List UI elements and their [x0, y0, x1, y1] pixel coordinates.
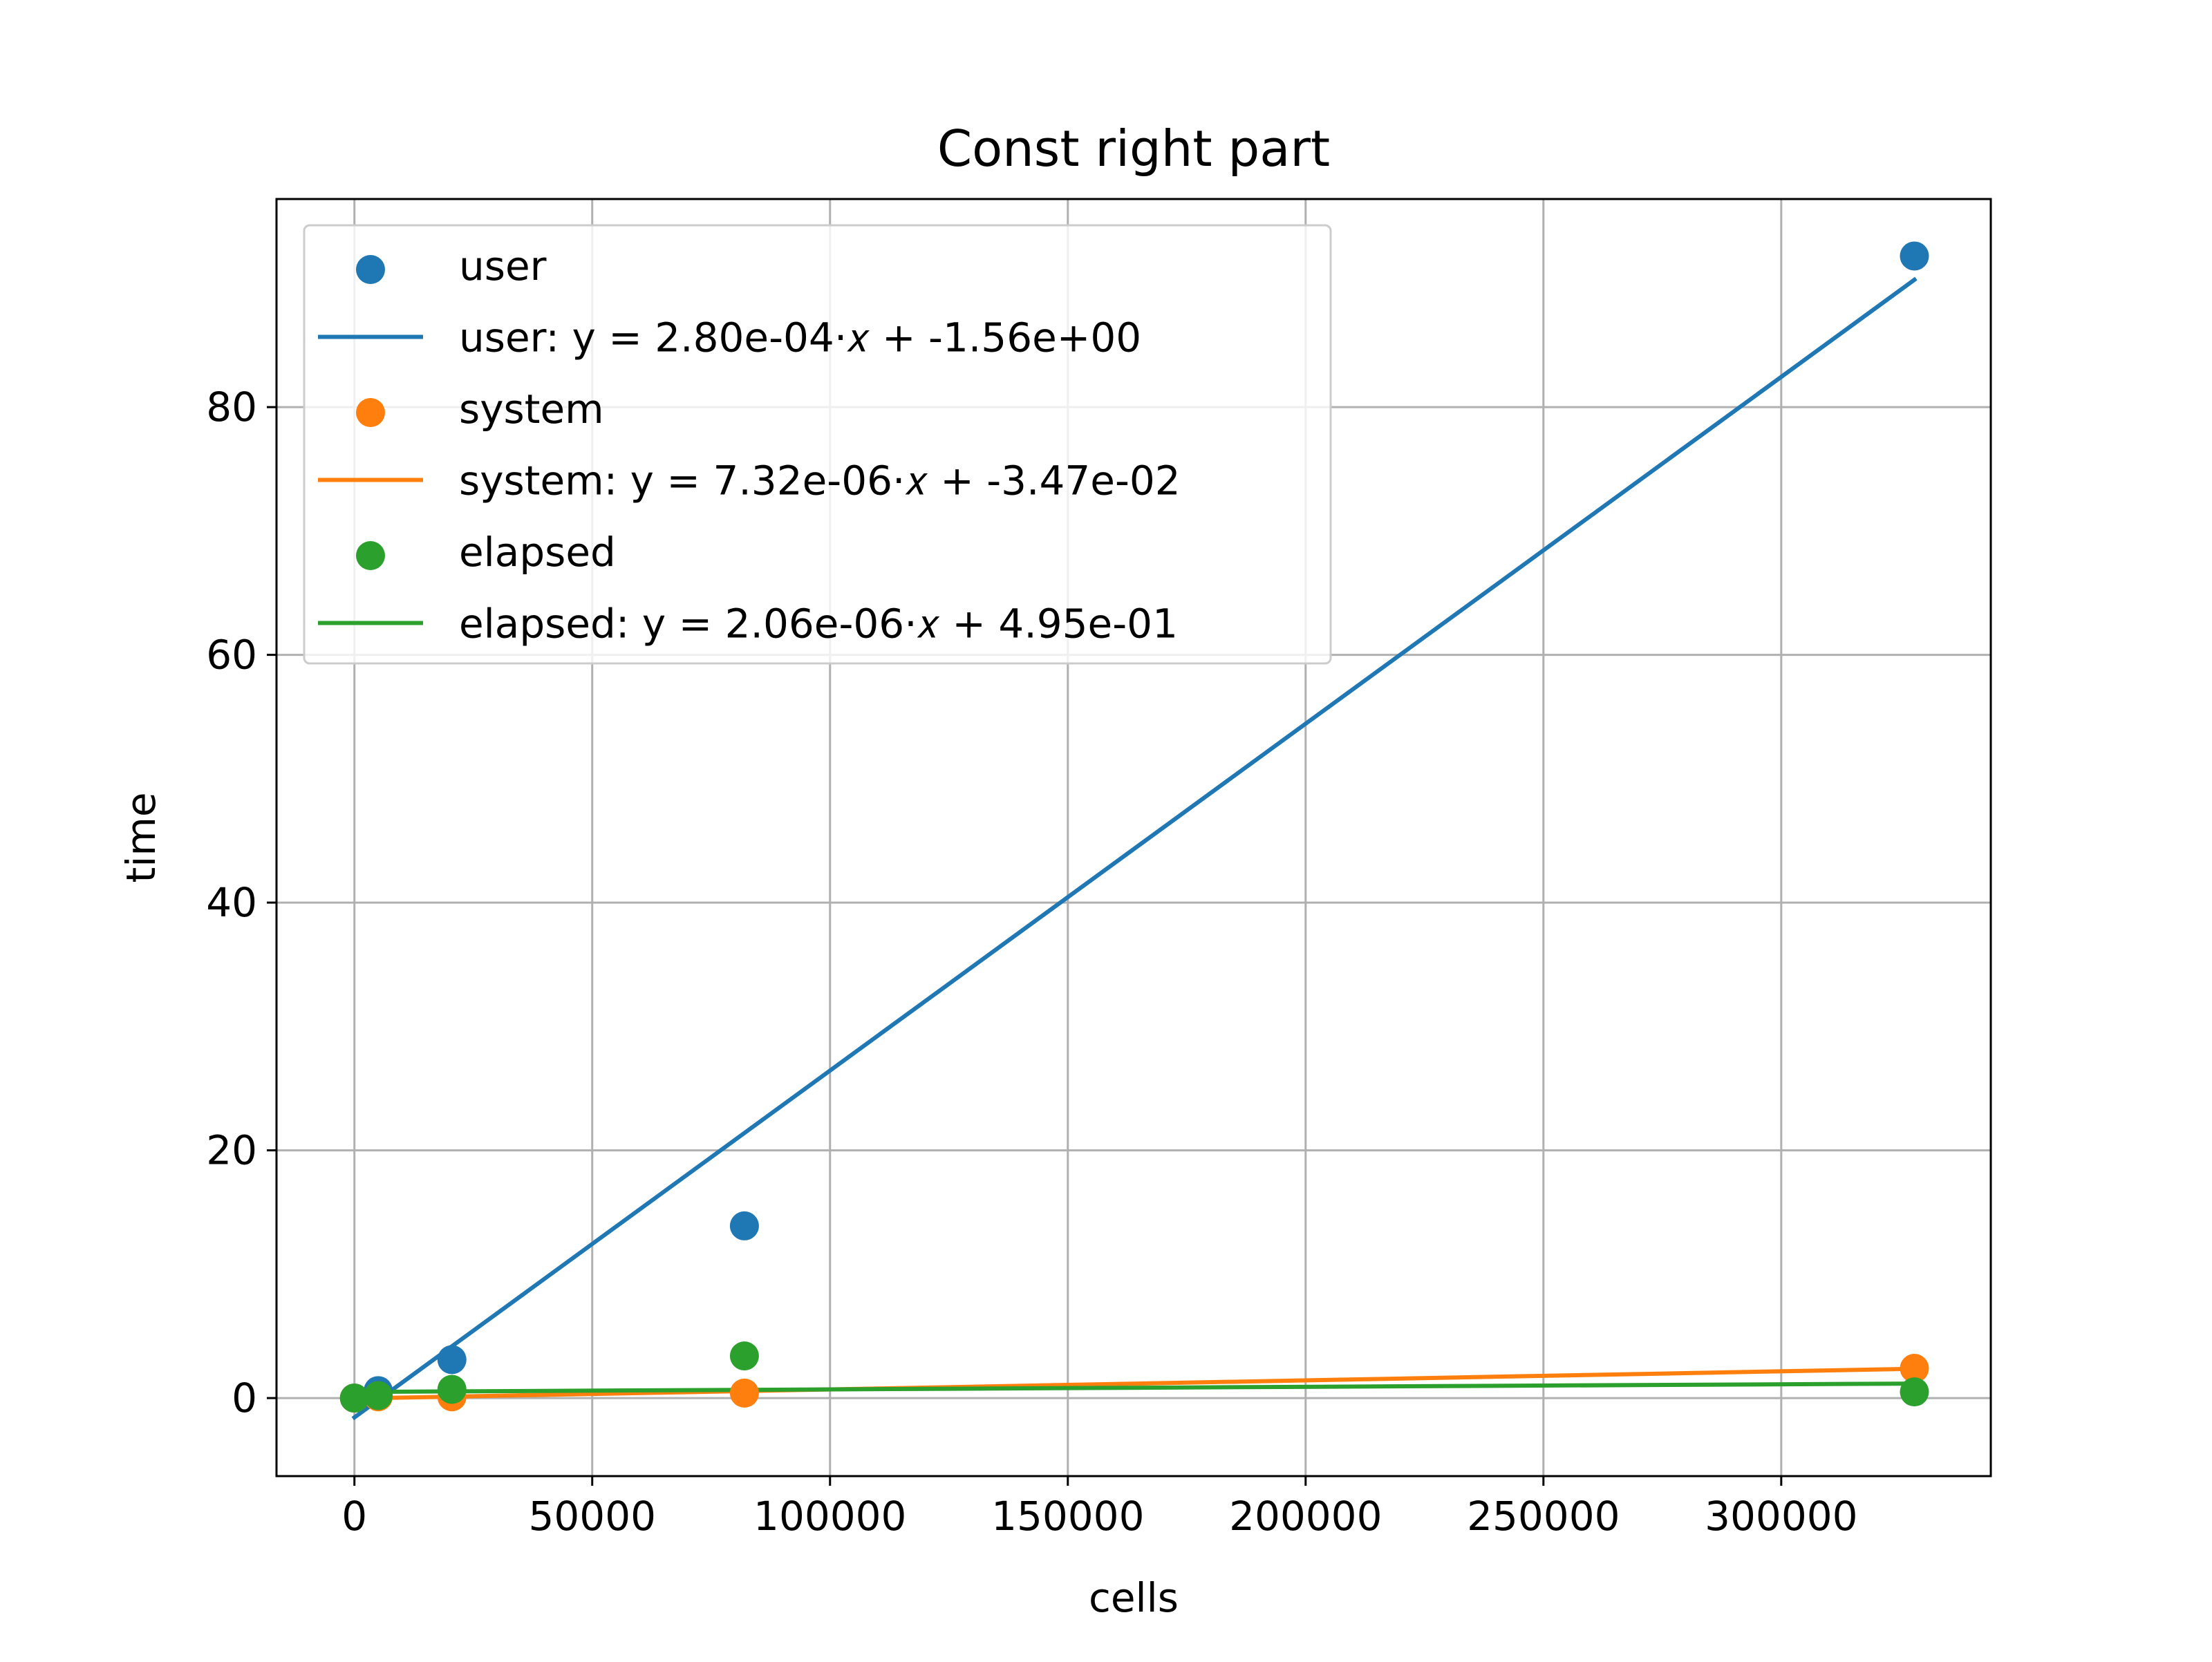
legend-user-label: user: [459, 243, 547, 290]
x-tick-label: 150000: [991, 1493, 1144, 1540]
elapsed-point: [729, 1341, 759, 1371]
legend-system-marker: [356, 398, 385, 427]
elapsed-point: [339, 1384, 369, 1413]
y-tick-label: 20: [206, 1127, 257, 1174]
elapsed-point: [364, 1381, 393, 1410]
plot-data: [339, 241, 1929, 1421]
legend-user-marker: [356, 255, 385, 284]
legend-elapsed-marker: [356, 541, 385, 570]
user-point: [437, 1345, 467, 1375]
axis-ticks: 0 50000 100000 150000 200000 250000 300000 0 20 4…: [206, 384, 1857, 1540]
y-tick-label: 40: [206, 879, 257, 926]
x-tick-label: 0: [341, 1493, 367, 1540]
system-point: [729, 1378, 759, 1408]
system-fit-line: [352, 1366, 1917, 1401]
x-tick-label: 250000: [1467, 1493, 1620, 1540]
user-fit-line: [351, 276, 1918, 1421]
chart-title: Const right part: [937, 120, 1330, 178]
user-point: [729, 1211, 759, 1240]
elapsed-point: [1900, 1377, 1929, 1407]
legend-elapsed-fit-label: elapsed: y = 2.06e-06·𝑥 + 4.95e-01: [459, 601, 1178, 648]
scatter-points: [339, 241, 1929, 1413]
y-tick-label: 80: [206, 384, 257, 431]
legend-system-label: system: [459, 386, 604, 433]
y-tick-label: 60: [206, 632, 257, 679]
x-axis-label: cells: [1089, 1574, 1179, 1621]
x-tick-label: 100000: [753, 1493, 906, 1540]
legend-box: [303, 224, 1332, 665]
legend-user-fit-label: user: y = 2.80e-04·𝑥 + -1.56e+00: [459, 314, 1141, 361]
fit-lines: [351, 276, 1918, 1421]
elapsed-fit-line: [352, 1381, 1917, 1395]
y-tick-label: 0: [232, 1375, 257, 1422]
plot-frame: [275, 198, 1992, 1477]
legend: user user: y = 2.80e-04·𝑥 + -1.56e+00 syst…: [303, 224, 1332, 665]
elapsed-point: [437, 1375, 467, 1404]
x-tick-label: 200000: [1229, 1493, 1382, 1540]
y-axis-label: time: [118, 792, 165, 882]
x-tick-label: 50000: [528, 1493, 656, 1540]
legend-elapsed-label: elapsed: [459, 529, 616, 576]
system-point: [1900, 1354, 1929, 1384]
x-tick-label: 300000: [1705, 1493, 1857, 1540]
legend-system-fit-label: system: y = 7.32e-06·𝑥 + -3.47e-02: [459, 457, 1181, 504]
user-point: [1900, 241, 1929, 271]
